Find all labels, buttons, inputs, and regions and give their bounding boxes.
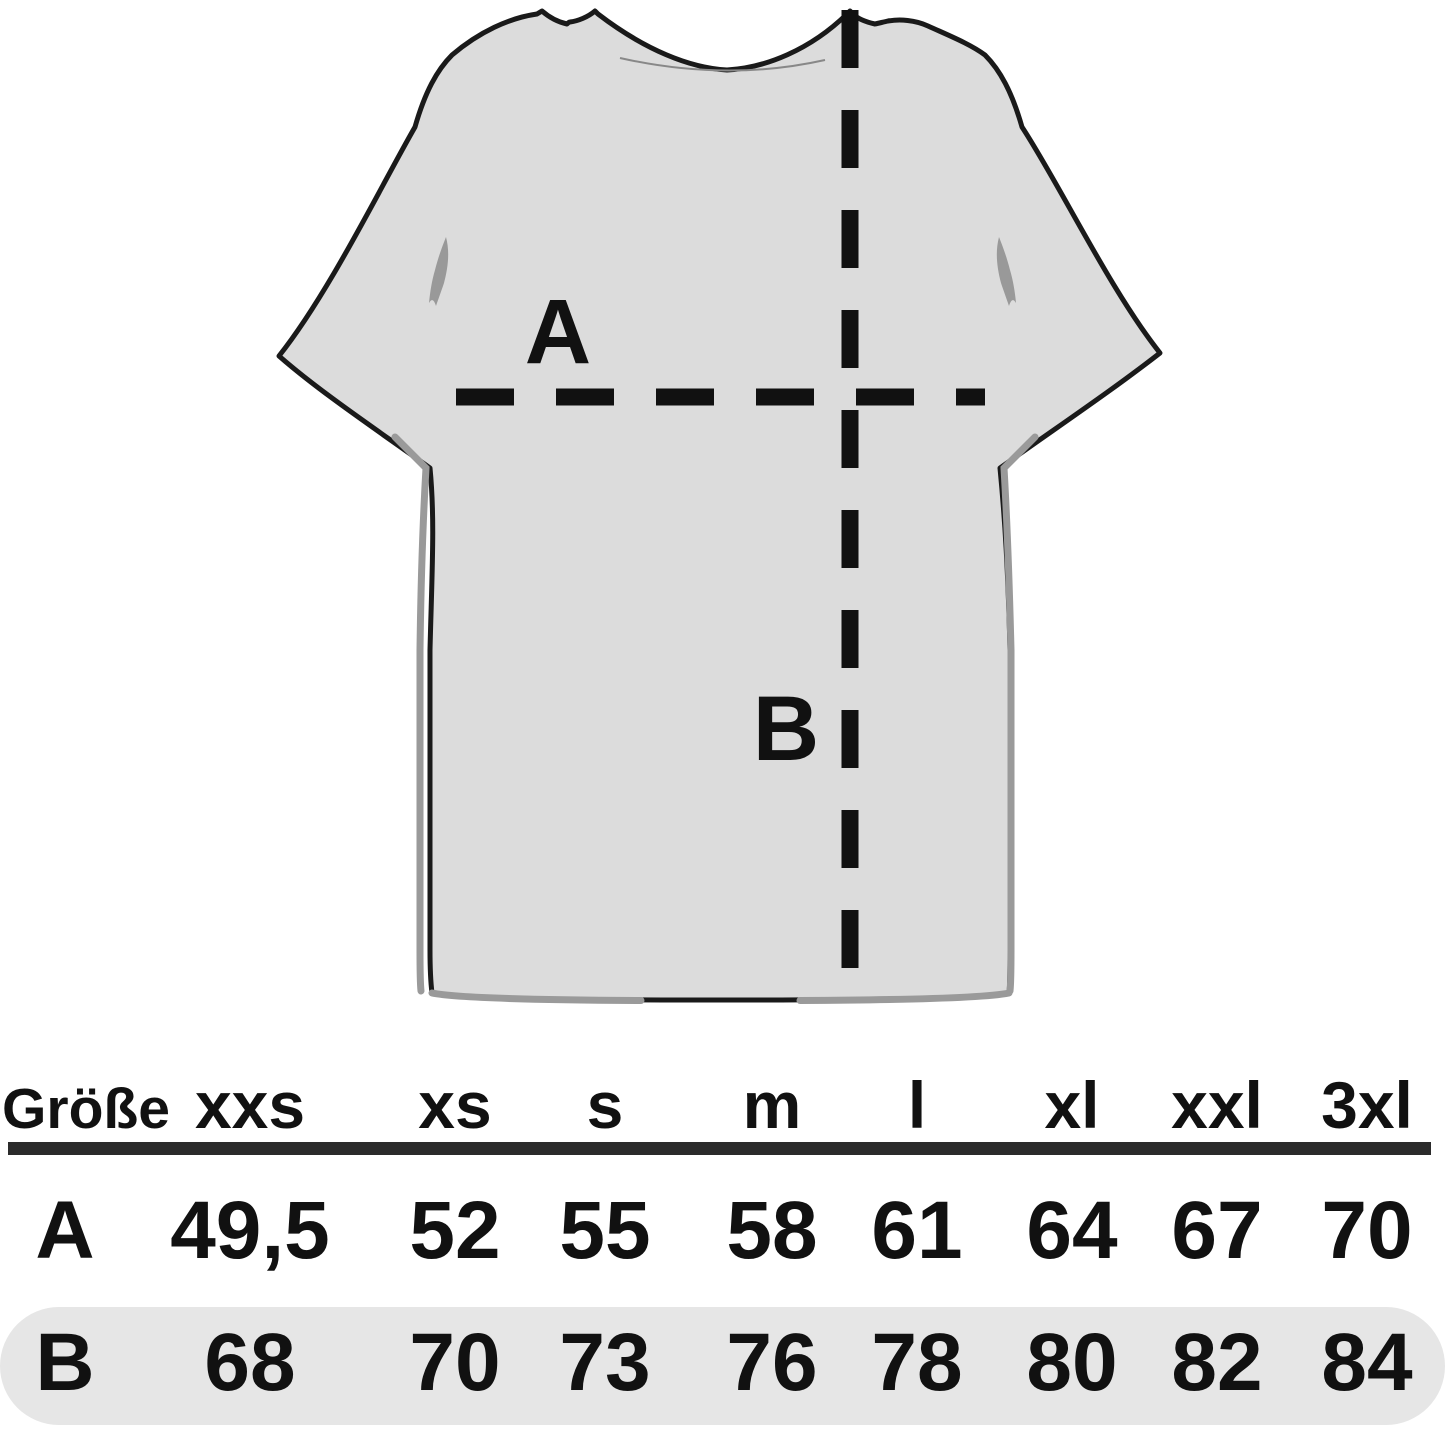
svg-text:xl: xl (1044, 1068, 1099, 1142)
svg-text:s: s (587, 1068, 624, 1142)
svg-text:l: l (908, 1068, 926, 1142)
svg-text:78: 78 (871, 1317, 962, 1408)
svg-text:xs: xs (418, 1068, 491, 1142)
svg-text:Größe: Größe (2, 1077, 170, 1141)
svg-text:49,5: 49,5 (170, 1185, 330, 1276)
svg-text:58: 58 (726, 1185, 817, 1276)
svg-text:64: 64 (1026, 1185, 1118, 1276)
svg-text:70: 70 (1321, 1185, 1412, 1276)
svg-text:52: 52 (409, 1185, 500, 1276)
svg-text:82: 82 (1171, 1317, 1262, 1408)
svg-text:73: 73 (559, 1317, 650, 1408)
svg-text:A: A (525, 281, 591, 383)
svg-text:68: 68 (204, 1317, 295, 1408)
svg-text:A: A (35, 1185, 94, 1276)
svg-text:m: m (743, 1068, 802, 1142)
svg-text:61: 61 (871, 1185, 962, 1276)
svg-text:55: 55 (559, 1185, 650, 1276)
svg-text:84: 84 (1321, 1317, 1413, 1408)
svg-text:B: B (753, 678, 819, 780)
svg-text:B: B (35, 1317, 94, 1408)
svg-text:70: 70 (409, 1317, 500, 1408)
svg-text:76: 76 (726, 1317, 817, 1408)
svg-text:3xl: 3xl (1321, 1068, 1413, 1142)
svg-text:xxl: xxl (1171, 1068, 1263, 1142)
svg-text:80: 80 (1026, 1317, 1117, 1408)
svg-text:67: 67 (1171, 1185, 1262, 1276)
svg-text:xxs: xxs (195, 1068, 305, 1142)
